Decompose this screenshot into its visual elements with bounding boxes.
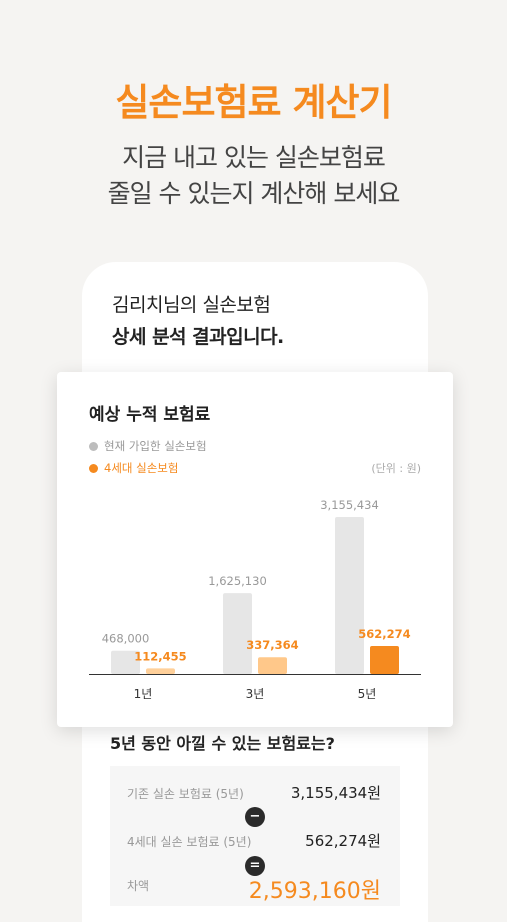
x-tick-label-2: 3년: [246, 687, 265, 701]
chart-card: 예상 누적 보험료 현재 가입한 실손보험 4세대 실손보험 (단위 : 원) …: [57, 372, 453, 727]
legend-label-new: 4세대 실손보험: [104, 461, 179, 475]
data-label-new-3: 562,274: [358, 627, 410, 641]
bar-current-2: [223, 593, 252, 674]
data-label-new-1: 112,455: [134, 649, 186, 663]
chart-title: 예상 누적 보험료: [89, 405, 211, 425]
legend-dot-gray-icon: [89, 441, 98, 451]
bar-current-1: [111, 650, 140, 674]
data-label-current-2: 1,625,130: [208, 574, 267, 588]
bar-new-2: [258, 657, 287, 674]
new-premium-value: 562,274원: [305, 832, 381, 850]
new-premium-label: 4세대 실손 보험료 (5년): [127, 835, 252, 849]
hero-subtitle-line2: 줄일 수 있는지 계산해 보세요: [107, 179, 401, 208]
minus-icon: −: [245, 807, 265, 827]
legend-label-current: 현재 가입한 실손보험: [104, 439, 207, 453]
difference-label: 차액: [127, 879, 150, 893]
existing-premium-value: 3,155,434원: [290, 784, 381, 802]
legend-current: 현재 가입한 실손보험: [89, 438, 207, 454]
hero-title: 실손보험료 계산기: [115, 81, 392, 124]
equals-icon: =: [245, 856, 265, 876]
difference-value: 2,593,160원: [248, 879, 381, 904]
bar-new-1: [146, 668, 175, 674]
data-label-current-1: 468,000: [102, 632, 150, 646]
bar-current-3: [335, 517, 364, 674]
legend-new: 4세대 실손보험: [89, 460, 178, 476]
result-header-line1: 김리치님의 실손보험: [112, 294, 271, 316]
legend-dot-orange-icon: [89, 463, 98, 473]
bar-new-3: [370, 646, 399, 674]
existing-premium-label: 기존 실손 보험료 (5년): [127, 787, 244, 801]
savings-panel: [110, 766, 400, 906]
x-tick-label-1: 1년: [134, 687, 153, 701]
x-tick-label-3: 5년: [358, 687, 377, 701]
data-label-current-3: 3,155,434: [320, 498, 379, 512]
hero-subtitle-line1: 지금 내고 있는 실손보험료: [122, 143, 386, 172]
data-label-new-2: 337,364: [246, 638, 298, 652]
bar-chart: 468,000 112,455 1년 1,625,130 337,364 3년 3,155,…: [89, 498, 421, 701]
unit-label: (단위 : 원): [371, 462, 421, 475]
result-header-line2: 상세 분석 결과입니다.: [112, 326, 284, 348]
savings-title: 5년 동안 아낄 수 있는 보험료는?: [110, 734, 335, 753]
